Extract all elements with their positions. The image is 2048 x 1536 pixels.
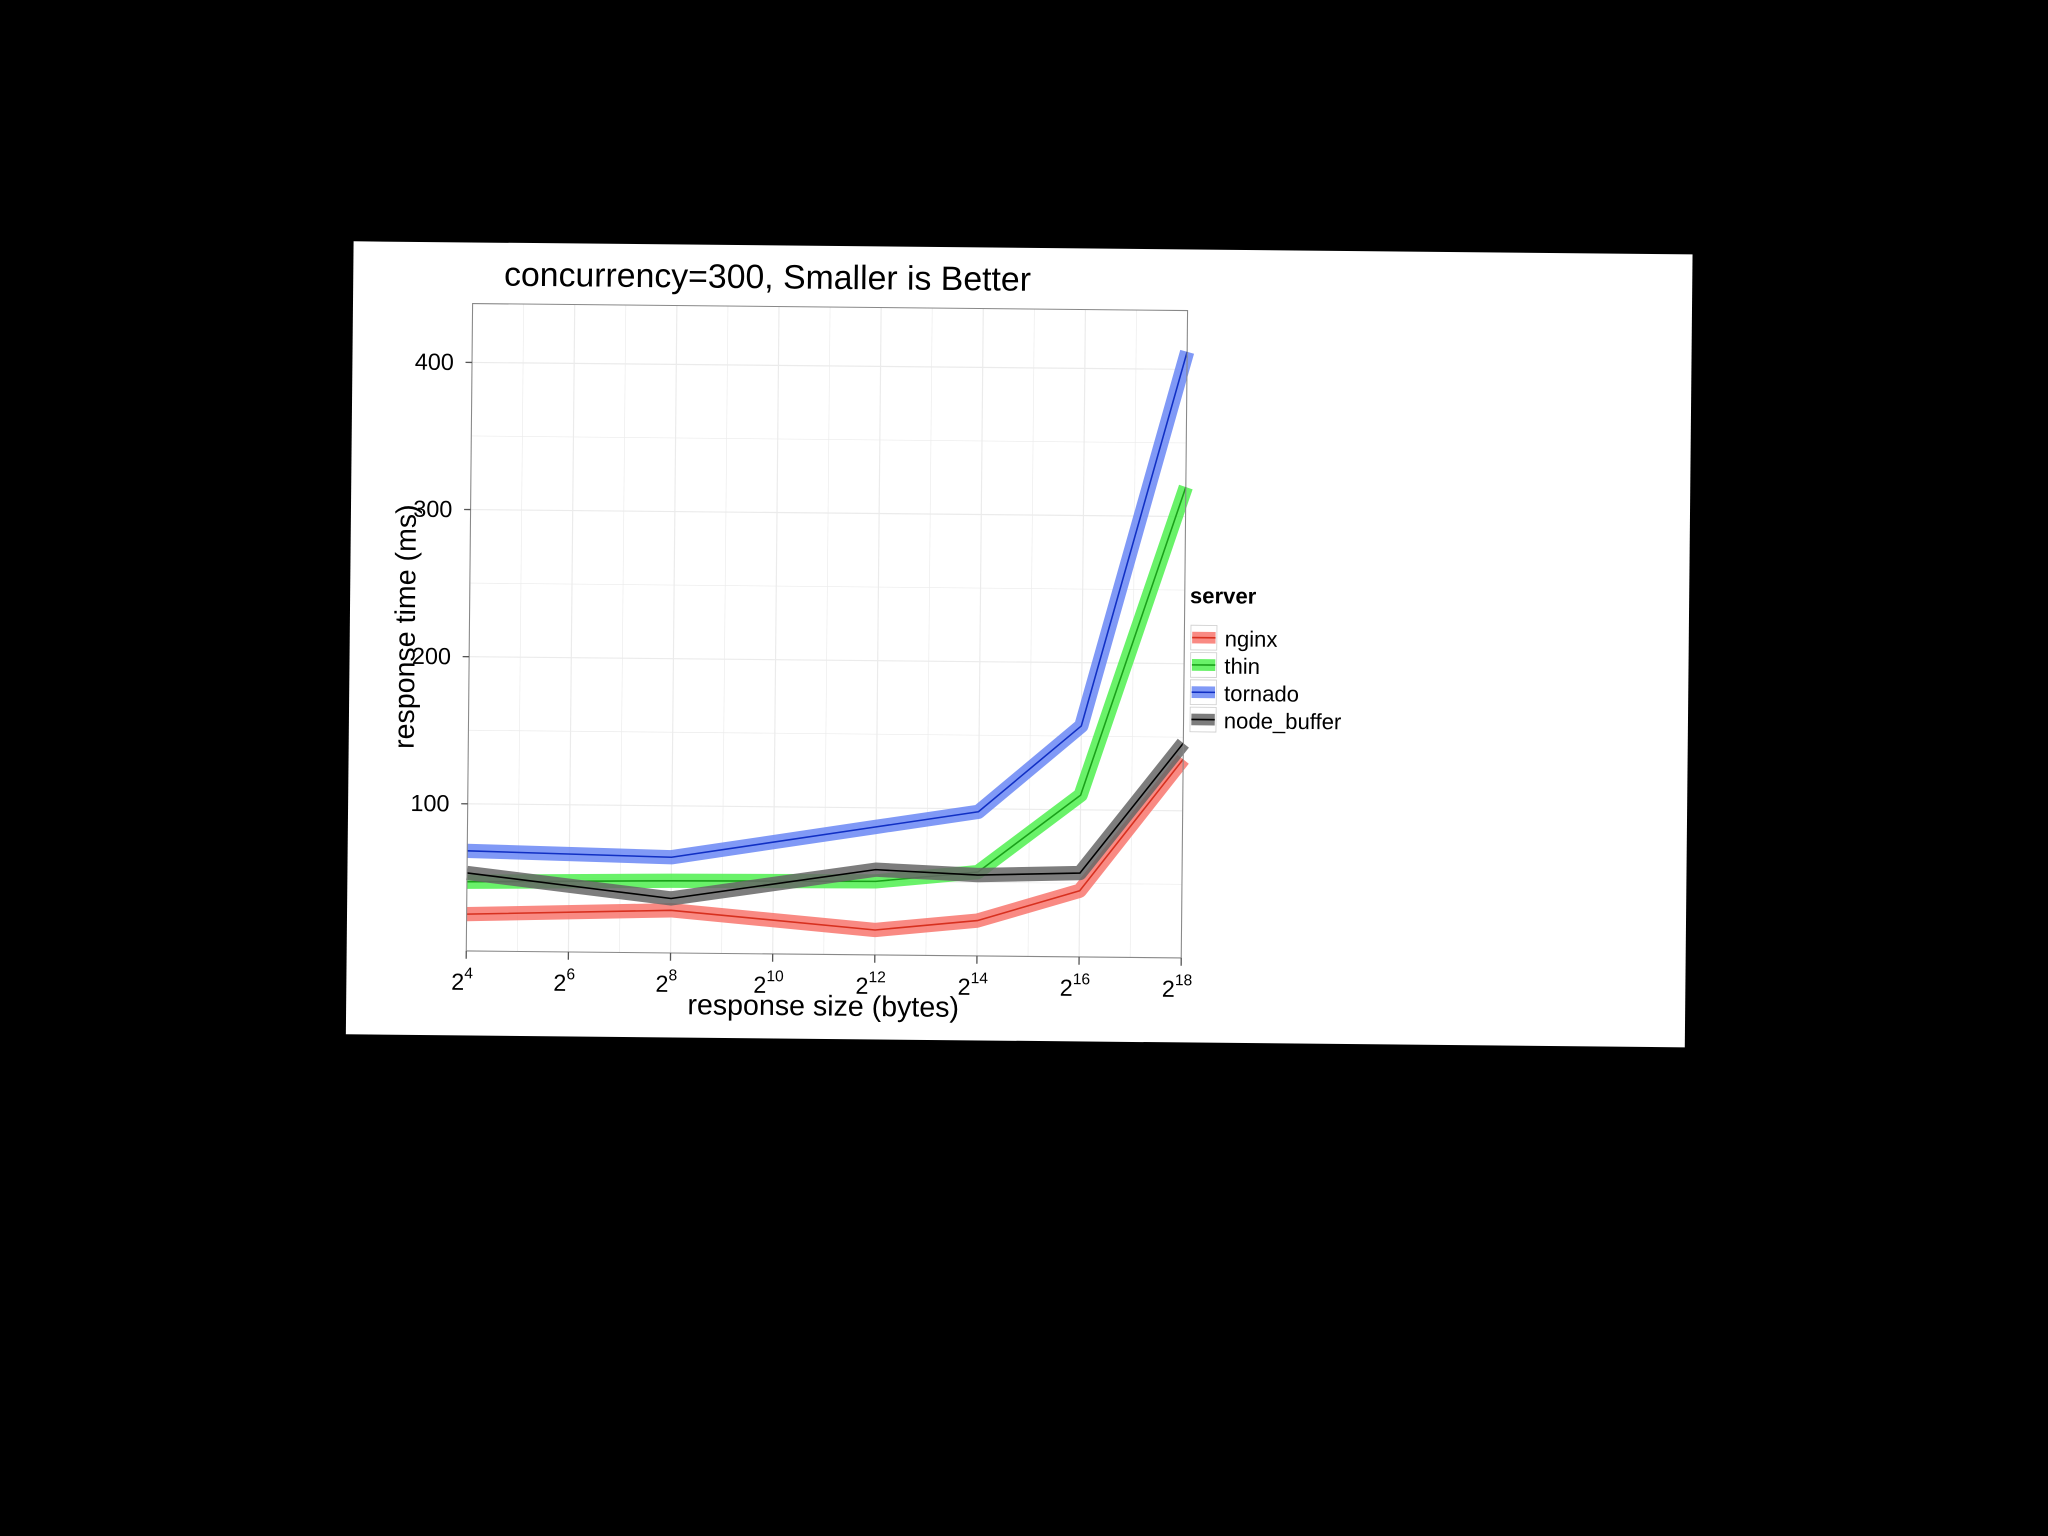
x-tick-label: 218 (1162, 972, 1193, 1002)
chart-paper: concurrency=300, Smaller is Better 24 26 2… (345, 241, 1693, 1048)
x-tick-exponent: 16 (1073, 971, 1091, 988)
grid-line-vertical (925, 308, 933, 956)
grid-line-vertical (669, 305, 678, 953)
x-tick-exponent: 18 (1175, 972, 1193, 989)
grid-line-vertical (567, 304, 576, 952)
series-line-tornado (467, 351, 1188, 859)
grid-line-horizontal (471, 435, 1187, 444)
x-tick-exponent: 10 (766, 968, 784, 985)
x-tick-label: 216 (1060, 971, 1091, 1001)
legend-label-nginx: nginx (1225, 626, 1278, 652)
x-tick-base: 2 (957, 974, 970, 1000)
x-tick-label: 214 (957, 970, 988, 1000)
y-axis-label: response time (ms) (389, 504, 423, 749)
x-tick-base: 2 (1060, 975, 1073, 1001)
x-tick-label: 210 (753, 968, 784, 998)
legend-label-tornado: tornado (1224, 681, 1299, 707)
x-tick-exponent: 4 (464, 965, 473, 982)
x-tick-exponent: 14 (971, 970, 989, 987)
x-tick-label: 212 (855, 969, 886, 999)
grid-line-vertical (976, 308, 984, 956)
x-tick-exponent: 12 (868, 969, 886, 986)
x-tick-label: 24 (451, 965, 473, 995)
plot-border (465, 303, 1189, 959)
grid-line-horizontal (470, 508, 1186, 518)
x-tick-exponent: 6 (566, 966, 575, 983)
x-tick-base: 2 (1162, 976, 1175, 1002)
x-tick-base: 2 (451, 969, 464, 995)
grid-line-vertical (1078, 309, 1087, 957)
series-line-node_buffer (466, 742, 1184, 900)
y-tick-label: 200 (412, 643, 451, 669)
x-tick-label: 26 (553, 966, 575, 996)
grid-line-horizontal (469, 656, 1185, 665)
x-tick-exponent: 8 (669, 967, 678, 984)
grid-line-vertical (517, 304, 524, 952)
plot-panel (465, 303, 1195, 959)
grid-line-vertical (1027, 309, 1035, 957)
legend-label-thin: thin (1224, 654, 1260, 679)
grid-line-horizontal (469, 582, 1185, 591)
series-line-nginx (466, 758, 1184, 931)
x-tick-base: 2 (655, 971, 668, 997)
grid-line-horizontal (472, 361, 1187, 370)
x-axis-label: response size (bytes) (687, 989, 959, 1024)
y-tick-label: 100 (410, 790, 449, 816)
y-tick-label: 300 (413, 496, 452, 522)
legend-title: server (1190, 583, 1257, 609)
x-axis: 24 26 28 210 212 214 216 218 (451, 950, 1193, 1002)
legend-label-node_buffer: node_buffer (1224, 708, 1342, 734)
x-tick-label: 28 (655, 967, 677, 997)
grid-line-vertical (823, 307, 831, 955)
chart-title: concurrency=300, Smaller is Better (504, 256, 1031, 299)
x-tick-base: 2 (553, 970, 566, 996)
y-tick-label: 400 (415, 349, 454, 375)
y-axis: 100 200 300 400 (410, 349, 473, 816)
x-tick-base: 2 (855, 973, 868, 999)
series-layer (466, 349, 1195, 938)
grid-line-vertical (874, 307, 882, 955)
x-tick-base: 2 (753, 972, 766, 998)
grid-line-vertical (619, 305, 627, 953)
